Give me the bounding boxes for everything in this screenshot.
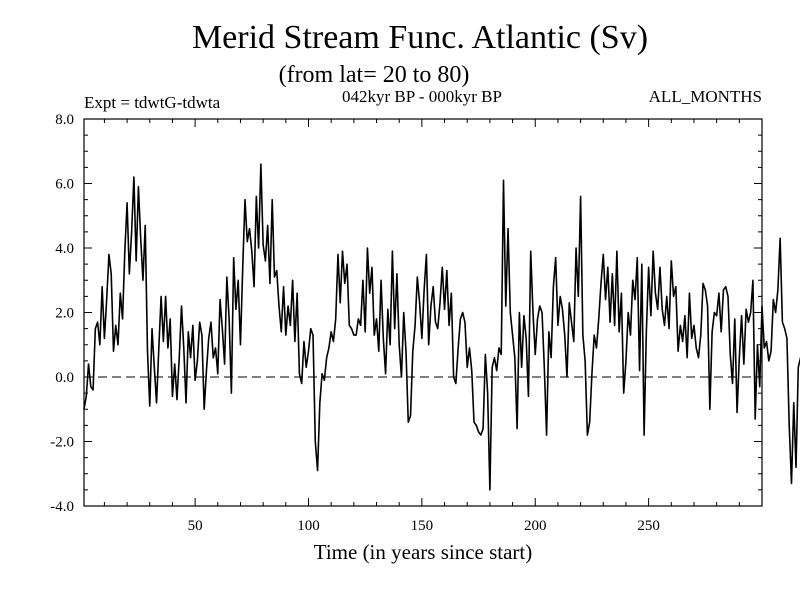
y-tick-label: 2.0 xyxy=(55,306,74,322)
x-tick-label: 50 xyxy=(188,518,203,534)
x-tick-label: 100 xyxy=(297,518,320,534)
y-tick-label: 6.0 xyxy=(55,177,74,193)
chart-subtitle: (from lat= 20 to 80) xyxy=(279,62,470,88)
y-tick-label: 0.0 xyxy=(55,370,74,386)
experiment-label: Expt = tdwtG-tdwta xyxy=(84,93,221,112)
x-tick-label: 200 xyxy=(524,518,547,534)
plot-area: -4.0 -2.0 0.0 2.0 4.0 6.0 8.0 50 100 150 200 250 xyxy=(50,112,800,534)
data-series-line xyxy=(83,163,800,491)
y-tick-label: -2.0 xyxy=(50,435,74,451)
x-axis-label: Time (in years since start) xyxy=(314,540,533,564)
x-tick-label: 150 xyxy=(411,518,434,534)
months-label: ALL_MONTHS xyxy=(649,87,762,106)
y-tick-label: 4.0 xyxy=(55,241,74,257)
chart-title: Merid Stream Func. Atlantic (Sv) xyxy=(192,19,648,56)
y-tick-label: -4.0 xyxy=(50,499,74,515)
period-label: 042kyr BP - 000kyr BP xyxy=(342,87,502,106)
x-tick-label: 250 xyxy=(637,518,660,534)
y-tick-label: 8.0 xyxy=(55,112,74,128)
